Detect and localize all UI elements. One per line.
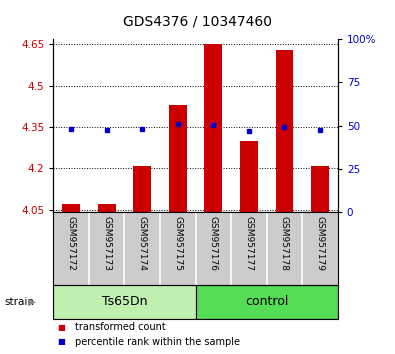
Text: GDS4376 / 10347460: GDS4376 / 10347460 bbox=[123, 14, 272, 28]
Bar bbox=[205, 45, 222, 212]
Text: transformed count: transformed count bbox=[75, 322, 166, 332]
Text: GSM957174: GSM957174 bbox=[138, 216, 147, 271]
Bar bbox=[98, 204, 115, 212]
Bar bbox=[169, 105, 186, 212]
Bar bbox=[196, 285, 338, 319]
Text: strain: strain bbox=[4, 297, 34, 307]
Text: Ts65Dn: Ts65Dn bbox=[102, 295, 147, 308]
Text: GSM957175: GSM957175 bbox=[173, 216, 182, 271]
Text: GSM957177: GSM957177 bbox=[245, 216, 253, 271]
Bar bbox=[53, 285, 196, 319]
Bar bbox=[240, 141, 258, 212]
Text: GSM957178: GSM957178 bbox=[280, 216, 289, 271]
Text: GSM957179: GSM957179 bbox=[316, 216, 324, 271]
Text: GSM957172: GSM957172 bbox=[67, 216, 75, 271]
Text: GSM957173: GSM957173 bbox=[102, 216, 111, 271]
Bar bbox=[134, 166, 151, 212]
Text: ■: ■ bbox=[57, 337, 65, 346]
Bar bbox=[276, 50, 293, 212]
Text: GSM957176: GSM957176 bbox=[209, 216, 218, 271]
Text: percentile rank within the sample: percentile rank within the sample bbox=[75, 337, 240, 347]
Bar bbox=[62, 204, 80, 212]
Bar bbox=[311, 166, 329, 212]
Text: control: control bbox=[245, 295, 288, 308]
Text: ▶: ▶ bbox=[28, 297, 36, 307]
Text: ■: ■ bbox=[57, 323, 65, 332]
